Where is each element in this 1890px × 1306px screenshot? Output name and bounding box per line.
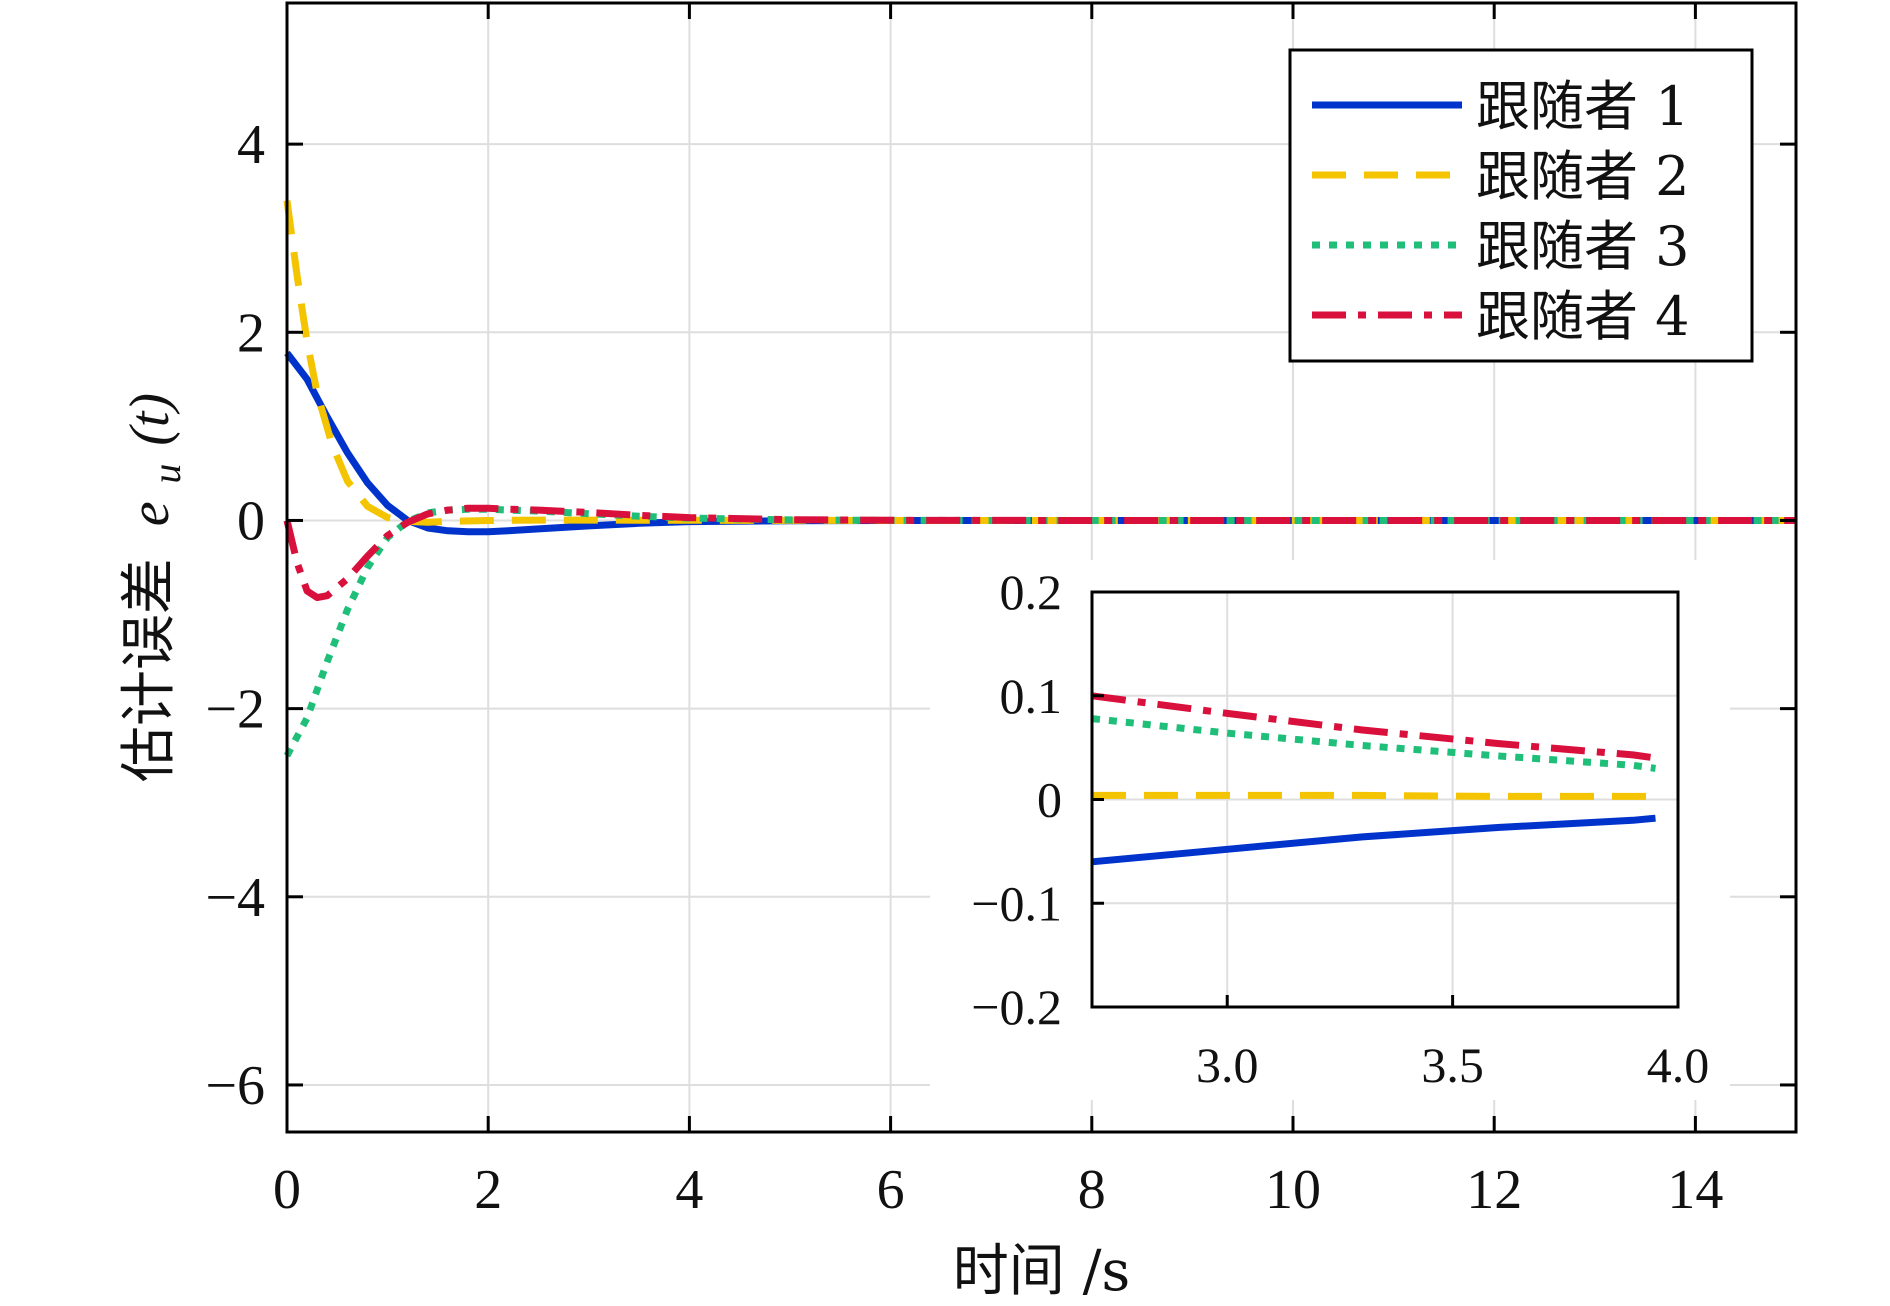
y-tick-label: 0: [237, 490, 265, 552]
y-axis-title-subscript: u: [144, 464, 189, 484]
y-axis-title-prefix: 估计误差: [117, 558, 182, 782]
x-tick-label: 6: [877, 1159, 905, 1221]
x-tick-label: 4: [675, 1159, 703, 1221]
main-plot-frame: [285, 1, 1798, 1134]
inset-x-tick-label: 3.0: [1196, 1037, 1259, 1093]
inset-background: [930, 560, 1730, 1100]
inset-series-line-follower-1: [1091, 814, 1656, 866]
inset-y-tick-label: 0.2: [1000, 564, 1063, 620]
legend: 跟随者 1 跟随者 2 跟随者 3 跟随者 4: [1288, 48, 1754, 363]
main-series-group: [283, 200, 1796, 758]
series-line-follower-4: [283, 504, 1796, 602]
inset-x-tick-label: 4.0: [1647, 1037, 1710, 1093]
x-tick-label: 10: [1265, 1159, 1321, 1221]
x-axis-title: 时间 /s: [953, 1239, 1130, 1304]
x-tick-label: 2: [474, 1159, 502, 1221]
legend-label-follower-4: 跟随者 4: [1476, 285, 1690, 348]
y-tick-label: 2: [237, 302, 265, 364]
inset-series-line-follower-3: [1091, 715, 1656, 772]
inset-x-tick-label: 3.5: [1421, 1037, 1484, 1093]
inset-zoom-plot: 3.0 3.5 4.0 −0.2 −0.1 0 0.1 0.2: [930, 560, 1730, 1100]
y-tick-label: −4: [205, 867, 265, 929]
series-line-follower-3: [283, 505, 1796, 758]
series-line-follower-1: [284, 350, 1796, 536]
inset-y-tick-label: 0.1: [1000, 668, 1063, 724]
legend-label-follower-1: 跟随者 1: [1476, 75, 1690, 138]
inset-series-line-follower-4: [1091, 692, 1656, 762]
y-axis-title: 估计误差 e u (t): [117, 393, 189, 782]
legend-label-follower-3: 跟随者 3: [1476, 215, 1690, 278]
inset-series-group: [1091, 692, 1656, 866]
inset-y-tick-label: −0.2: [971, 979, 1062, 1035]
inset-ticks: 3.0 3.5 4.0 −0.2 −0.1 0 0.1 0.2: [971, 564, 1709, 1093]
x-tick-label: 0: [273, 1159, 301, 1221]
y-tick-label: −2: [205, 679, 265, 741]
x-tick-label: 14: [1667, 1159, 1723, 1221]
inset-y-tick-label: −0.1: [971, 875, 1062, 931]
y-tick-label: −6: [205, 1055, 265, 1117]
inset-series-line-follower-2: [1092, 791, 1656, 800]
y-tick-label: 4: [237, 114, 265, 176]
inset-y-tick-label: 0: [1037, 772, 1062, 828]
x-tick-label: 8: [1078, 1159, 1106, 1221]
y-axis-title-symbol: e: [119, 501, 181, 526]
main-ticks: 0 2 4 6 8 10 12 14 −6 −4 −2 0 2 4: [205, 3, 1796, 1221]
y-axis-title-argument: (t): [119, 393, 181, 446]
x-tick-label: 12: [1466, 1159, 1522, 1221]
legend-label-follower-2: 跟随者 2: [1476, 145, 1690, 208]
